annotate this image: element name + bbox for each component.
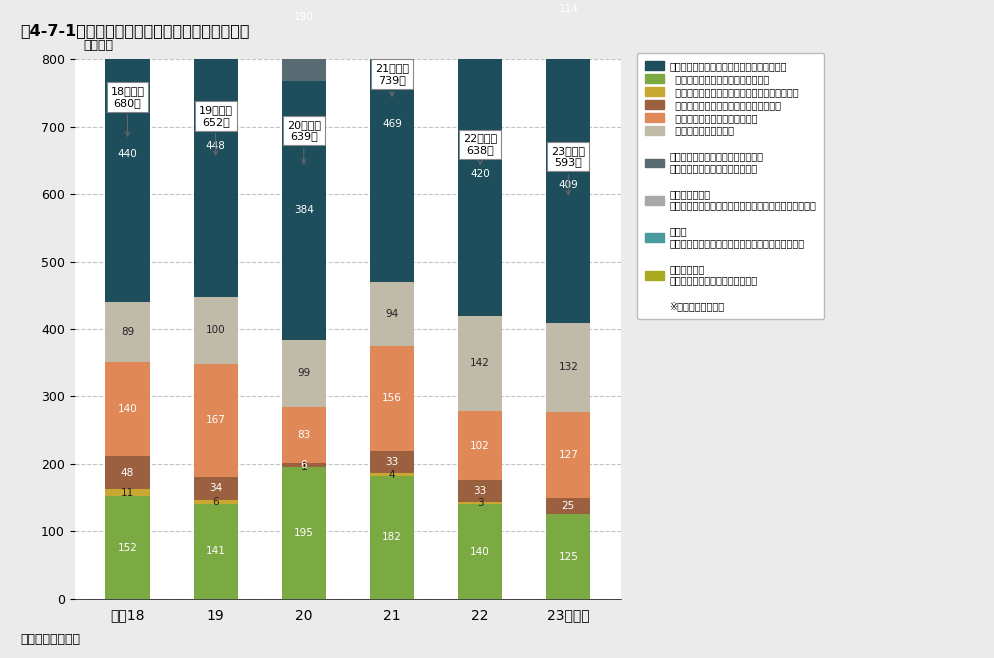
- Text: 152: 152: [117, 543, 137, 553]
- Text: 23年合計
593件: 23年合計 593件: [552, 145, 585, 195]
- Text: 114: 114: [559, 4, 579, 14]
- Bar: [370, 473, 414, 476]
- Bar: [547, 497, 590, 515]
- Text: 141: 141: [206, 546, 226, 556]
- Bar: [281, 340, 326, 407]
- Bar: [370, 476, 414, 599]
- Bar: [105, 362, 149, 457]
- Bar: [370, 0, 414, 282]
- Text: 83: 83: [297, 430, 310, 440]
- Text: 6: 6: [213, 497, 219, 507]
- Bar: [547, 515, 590, 599]
- Bar: [281, 467, 326, 599]
- Text: 142: 142: [470, 359, 490, 368]
- Text: 18年合計
680件: 18年合計 680件: [110, 86, 144, 136]
- Bar: [458, 502, 502, 505]
- Text: 11: 11: [121, 488, 134, 497]
- Bar: [458, 505, 502, 599]
- Text: 140: 140: [470, 547, 490, 557]
- Text: 94: 94: [386, 309, 399, 319]
- Text: 33: 33: [473, 486, 487, 496]
- Text: 156: 156: [382, 393, 402, 403]
- Bar: [458, 411, 502, 480]
- Text: 140: 140: [117, 404, 137, 415]
- Text: （件数）: （件数）: [83, 39, 113, 53]
- Bar: [370, 282, 414, 346]
- Text: 1: 1: [300, 462, 307, 472]
- Text: 89: 89: [121, 327, 134, 337]
- Bar: [194, 297, 238, 364]
- Bar: [105, 0, 149, 5]
- Bar: [370, 346, 414, 451]
- Text: 132: 132: [559, 363, 579, 372]
- Legend: 海洋汚染等及び海上災害の防止に関する法律,   （船舶からの油排出禁止規定違反）,   （船舶からの有害液体物質排出禁止規定違反）,   （船舶からの廃棄物排出: 海洋汚染等及び海上災害の防止に関する法律, （船舶からの油排出禁止規定違反）, …: [637, 53, 824, 319]
- Text: 440: 440: [117, 149, 137, 159]
- Bar: [194, 499, 238, 503]
- Text: 21年合計
739件: 21年合計 739件: [375, 63, 409, 96]
- Text: 195: 195: [294, 528, 314, 538]
- Bar: [105, 302, 149, 362]
- Text: 4: 4: [389, 470, 396, 480]
- Bar: [547, 0, 590, 47]
- Bar: [105, 5, 149, 302]
- Bar: [281, 463, 326, 467]
- Text: 448: 448: [206, 141, 226, 151]
- Bar: [105, 489, 149, 496]
- Bar: [458, 0, 502, 32]
- Text: 420: 420: [470, 169, 490, 179]
- Bar: [547, 412, 590, 497]
- Bar: [458, 480, 502, 502]
- Text: 469: 469: [382, 119, 402, 130]
- Bar: [194, 364, 238, 476]
- Bar: [194, 476, 238, 499]
- Text: 20年合計
639件: 20年合計 639件: [287, 120, 321, 164]
- Text: 99: 99: [297, 368, 310, 378]
- Bar: [194, 0, 238, 297]
- Text: 100: 100: [206, 325, 226, 336]
- Text: 384: 384: [294, 205, 314, 215]
- Bar: [281, 407, 326, 463]
- Text: 図4-7-1　海上環境関係法令違反送致件数の推移: 図4-7-1 海上環境関係法令違反送致件数の推移: [20, 23, 249, 38]
- Bar: [194, 503, 238, 599]
- Bar: [370, 451, 414, 473]
- Bar: [547, 47, 590, 323]
- Bar: [105, 457, 149, 489]
- Text: 33: 33: [386, 457, 399, 467]
- Text: 190: 190: [294, 12, 314, 22]
- Text: 資料：海上保安庁: 資料：海上保安庁: [20, 633, 80, 646]
- Text: 182: 182: [382, 532, 402, 542]
- Bar: [458, 316, 502, 411]
- Bar: [547, 323, 590, 412]
- Bar: [281, 81, 326, 340]
- Bar: [105, 496, 149, 599]
- Text: 125: 125: [559, 551, 579, 562]
- Text: 19年合計
652件: 19年合計 652件: [199, 105, 233, 155]
- Text: 127: 127: [559, 450, 579, 460]
- Text: 409: 409: [559, 180, 579, 190]
- Text: 22年合計
638件: 22年合計 638件: [463, 134, 497, 164]
- Text: 48: 48: [121, 468, 134, 478]
- Text: 6: 6: [300, 459, 307, 470]
- Bar: [281, 0, 326, 81]
- Bar: [458, 32, 502, 316]
- Text: 3: 3: [477, 498, 483, 509]
- Text: 102: 102: [470, 441, 490, 451]
- Text: 167: 167: [206, 415, 226, 425]
- Text: 34: 34: [209, 483, 223, 493]
- Text: 25: 25: [562, 501, 575, 511]
